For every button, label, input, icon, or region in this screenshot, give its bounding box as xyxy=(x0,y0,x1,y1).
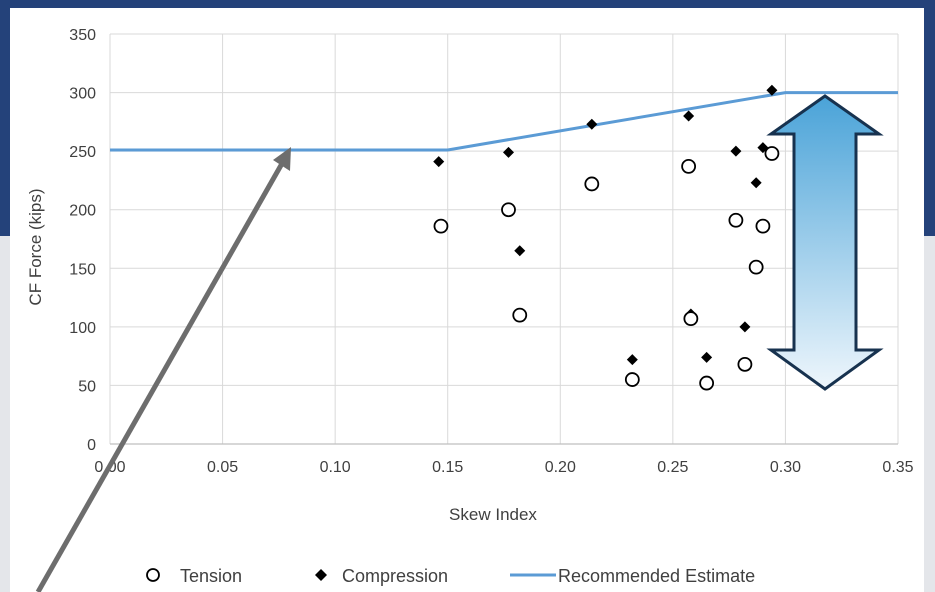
legend-compression-marker xyxy=(315,569,327,581)
tension-point xyxy=(748,259,764,275)
tension-point xyxy=(433,218,449,234)
compression-point xyxy=(739,321,751,333)
tension-series xyxy=(433,146,780,391)
x-tick-label: 0.35 xyxy=(882,459,913,476)
tension-point xyxy=(755,218,771,234)
legend-compression-label: Compression xyxy=(342,566,448,586)
scatter-chart: 0.000.050.100.150.200.250.300.3505010015… xyxy=(26,27,914,592)
y-tick-label: 0 xyxy=(87,437,96,454)
y-tick-label: 350 xyxy=(69,27,96,44)
tension-point xyxy=(584,176,600,192)
compression-point xyxy=(750,177,762,189)
x-tick-label: 0.30 xyxy=(770,459,801,476)
tension-point xyxy=(764,146,780,161)
y-axis-title: CF Force (kips) xyxy=(26,188,45,305)
recommended-estimate-series xyxy=(110,91,898,152)
compression-point xyxy=(626,354,638,366)
compression-point xyxy=(433,156,445,168)
y-tick-label: 150 xyxy=(69,261,96,278)
chart-panel: 0.000.050.100.150.200.250.300.3505010015… xyxy=(10,8,924,592)
compression-point xyxy=(730,145,742,157)
y-tick-label: 100 xyxy=(69,320,96,337)
tension-point xyxy=(728,212,744,228)
y-tick-label: 200 xyxy=(69,203,96,220)
x-tick-label: 0.20 xyxy=(545,459,576,476)
legend-estimate-label: Recommended Estimate xyxy=(558,566,755,586)
x-tick-label: 0.05 xyxy=(207,459,238,476)
legend-tension-marker xyxy=(146,568,160,582)
compression-point xyxy=(503,146,515,158)
y-tick-label: 50 xyxy=(78,378,96,395)
tension-point xyxy=(501,202,516,218)
compression-series xyxy=(433,84,778,366)
range-double-arrow xyxy=(766,94,884,391)
tension-point xyxy=(512,307,528,323)
x-axis-title: Skew Index xyxy=(449,505,537,524)
compression-point xyxy=(586,118,598,130)
compression-point xyxy=(683,110,695,122)
recommended-estimate-line xyxy=(110,91,898,152)
x-tick-label: 0.25 xyxy=(657,459,688,476)
tension-point xyxy=(683,311,699,327)
gridlines xyxy=(109,33,899,444)
tension-point xyxy=(737,356,753,372)
y-tick-label: 300 xyxy=(69,86,96,103)
compression-point xyxy=(766,84,778,96)
y-tick-label: 250 xyxy=(69,144,96,161)
tension-point xyxy=(681,158,697,174)
legend-tension-label: Tension xyxy=(180,566,242,586)
pointer-arrow-annotation xyxy=(35,147,291,592)
compression-point xyxy=(514,245,526,257)
compression-point xyxy=(701,351,713,363)
tension-point xyxy=(624,372,640,387)
axes: 0.000.050.100.150.200.250.300.3505010015… xyxy=(69,27,913,476)
x-tick-label: 0.10 xyxy=(320,459,351,476)
legend: Tension Compression Recommended Estimate xyxy=(146,566,755,586)
tension-point xyxy=(699,375,715,391)
x-tick-label: 0.15 xyxy=(432,459,463,476)
